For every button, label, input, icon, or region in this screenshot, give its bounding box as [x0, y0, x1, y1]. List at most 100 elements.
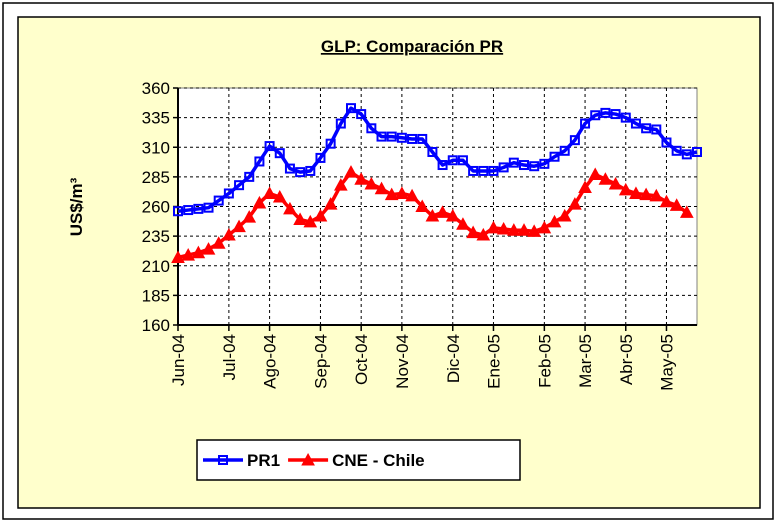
data-point [468, 165, 479, 176]
data-point [203, 202, 214, 213]
data-point [529, 161, 540, 172]
data-point [681, 149, 692, 160]
y-tick-label: 260 [142, 198, 170, 217]
x-tick-label: Abr-05 [617, 334, 636, 385]
legend-marker [301, 452, 315, 466]
data-point [466, 225, 480, 239]
data-point [435, 205, 450, 218]
x-tick-label: May-05 [657, 334, 676, 391]
data-point [568, 197, 582, 210]
data-point [539, 158, 550, 169]
x-tick-label: Ene-05 [484, 334, 503, 389]
data-point [303, 214, 318, 228]
data-point [476, 227, 491, 241]
x-tick-label: Oct-04 [352, 334, 371, 385]
data-point [659, 194, 674, 208]
data-point [366, 123, 377, 134]
data-point [618, 182, 633, 196]
data-point [425, 208, 440, 222]
data-point [692, 146, 702, 157]
series-line [177, 106, 698, 213]
data-point [630, 118, 641, 129]
data-point [396, 132, 407, 143]
data-point [191, 245, 206, 259]
data-point [641, 123, 652, 134]
data-point [183, 205, 194, 216]
data-point [517, 223, 531, 236]
x-tick-label: Ago-04 [261, 334, 280, 389]
data-point [610, 109, 621, 120]
data-point [295, 167, 306, 178]
chart-title: GLP: Comparación PR [321, 37, 503, 56]
data-point [293, 212, 307, 226]
data-point [629, 186, 643, 199]
y-tick-label: 235 [142, 227, 170, 246]
x-tick-label: Sep-04 [311, 334, 330, 389]
data-point [315, 152, 326, 163]
data-point [496, 221, 511, 235]
data-point [559, 145, 570, 156]
x-tick-label: Nov-04 [393, 334, 412, 389]
data-point [395, 186, 409, 199]
data-point [478, 165, 489, 176]
legend-marker [218, 455, 228, 465]
data-point [213, 195, 224, 206]
data-point [639, 187, 653, 201]
data-point [547, 214, 562, 228]
data-point [578, 180, 592, 194]
data-point [457, 155, 468, 166]
data-point [679, 205, 694, 218]
data-point [173, 206, 183, 217]
data-point [386, 131, 397, 142]
data-point [272, 189, 287, 203]
data-point [590, 110, 601, 121]
data-point [313, 208, 328, 222]
data-point [437, 160, 448, 171]
data-point [254, 156, 265, 167]
data-point [171, 250, 185, 263]
data-point [569, 135, 580, 146]
x-tick-label: Feb-05 [535, 334, 554, 388]
x-tick-label: Jul-04 [220, 334, 239, 380]
data-point [252, 195, 267, 209]
data-point [608, 176, 623, 190]
x-tick-label: Dic-04 [444, 334, 463, 383]
data-point [456, 217, 470, 230]
data-point [415, 199, 430, 212]
data-point [201, 242, 216, 255]
data-point [181, 248, 196, 261]
data-point [588, 167, 603, 181]
data-point [405, 188, 419, 202]
data-point [671, 145, 682, 156]
data-point [344, 165, 358, 178]
data-point [376, 131, 387, 142]
data-point [549, 151, 560, 162]
data-point [580, 118, 591, 129]
data-point [274, 148, 285, 159]
data-point [447, 155, 458, 166]
data-point [427, 146, 438, 157]
y-tick-label: 335 [142, 109, 170, 128]
data-point [486, 220, 501, 234]
data-point [325, 138, 336, 149]
y-tick-label: 285 [142, 168, 170, 187]
data-point [356, 109, 367, 120]
data-point [651, 124, 662, 135]
data-point [335, 118, 346, 129]
legend-label: CNE - Chile [332, 451, 425, 470]
y-tick-label: 185 [142, 286, 170, 305]
data-point [244, 171, 255, 182]
data-point [537, 220, 552, 234]
data-point [374, 181, 389, 195]
data-point [305, 165, 316, 176]
y-tick-label: 160 [142, 316, 170, 335]
data-point [598, 172, 613, 185]
data-point [384, 187, 399, 201]
data-point [557, 208, 572, 222]
data-point [600, 107, 611, 118]
data-point [222, 227, 236, 241]
data-point [364, 176, 379, 190]
y-tick-label: 310 [142, 138, 170, 157]
data-point [333, 178, 348, 191]
